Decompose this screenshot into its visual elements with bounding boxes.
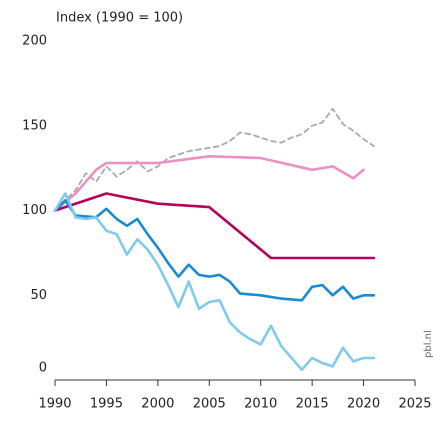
y-tick-label: 50 [30, 288, 47, 303]
x-tick-label: 1995 [90, 397, 123, 412]
y-tick-label: 200 [22, 34, 47, 49]
x-tick-label: 2015 [296, 397, 329, 412]
series-line [53, 199, 376, 302]
y-tick-label: 0 [39, 361, 47, 376]
series-line [53, 155, 365, 212]
x-tick-label: 1990 [38, 397, 71, 412]
series-line [53, 192, 376, 260]
y-axis-title: Index (1990 = 100) [56, 11, 183, 26]
x-tick-label: 2000 [141, 397, 174, 412]
x-tick-label: 2005 [193, 397, 226, 412]
x-tick-label: 2010 [244, 397, 277, 412]
watermark: pbl.nl [423, 330, 433, 358]
y-tick-label: 150 [22, 118, 47, 133]
x-tick-label: 2020 [347, 397, 380, 412]
series-line [53, 192, 376, 372]
y-tick-label: 100 [22, 203, 47, 218]
x-tick-label: 2025 [398, 397, 431, 412]
series-line [54, 107, 375, 212]
